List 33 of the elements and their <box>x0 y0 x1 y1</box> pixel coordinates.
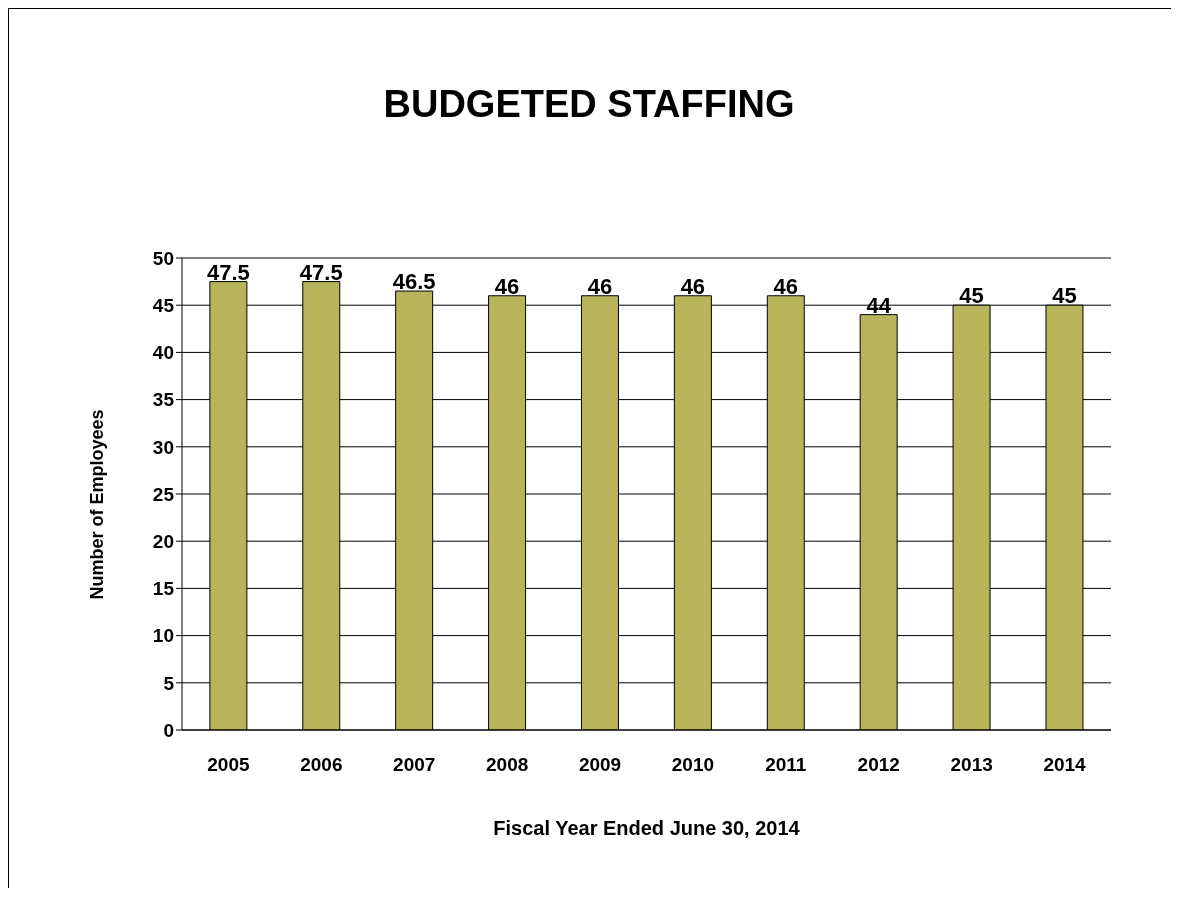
data-label: 46 <box>494 273 520 299</box>
y-axis-title: Number of Employees <box>86 408 108 602</box>
y-tick-label: 40 <box>152 342 174 364</box>
x-tick-label: 2011 <box>765 754 807 776</box>
x-axis-title: Fiscal Year Ended June 30, 2014 <box>492 817 801 840</box>
y-tick-label: 20 <box>152 530 174 552</box>
y-tick-label: 35 <box>152 389 175 411</box>
y-tick-label: 0 <box>163 719 174 741</box>
y-tick-label: 50 <box>152 247 174 269</box>
x-tick-label: 2006 <box>300 754 343 776</box>
y-tick-label: 15 <box>152 578 175 600</box>
x-tick-label: 2014 <box>1043 754 1087 776</box>
x-tick-label: 2012 <box>857 754 900 776</box>
data-label: 47.5 <box>299 259 343 285</box>
x-tick-label: 2010 <box>671 754 715 776</box>
y-tick-label: 5 <box>163 672 175 694</box>
x-tick-label: 2007 <box>393 754 436 776</box>
x-tick-label: 2005 <box>207 754 251 776</box>
y-tick-label: 30 <box>152 436 174 458</box>
data-label: 45 <box>1052 283 1077 309</box>
x-tick-label: 2009 <box>578 754 622 776</box>
data-label: 46.5 <box>392 269 436 295</box>
data-label: 46 <box>587 273 613 299</box>
data-label: 45 <box>959 283 984 309</box>
x-tick-label: 2008 <box>486 754 529 776</box>
y-tick-label: 10 <box>152 625 174 647</box>
y-tick-label: 25 <box>152 483 175 505</box>
chart-title: BUDGETED STAFFING <box>382 83 796 126</box>
x-tick-label: 2013 <box>950 754 993 776</box>
data-label: 46 <box>680 273 706 299</box>
data-label: 47.5 <box>206 259 250 285</box>
y-tick-label: 45 <box>152 294 175 316</box>
data-label: 46 <box>773 273 799 299</box>
